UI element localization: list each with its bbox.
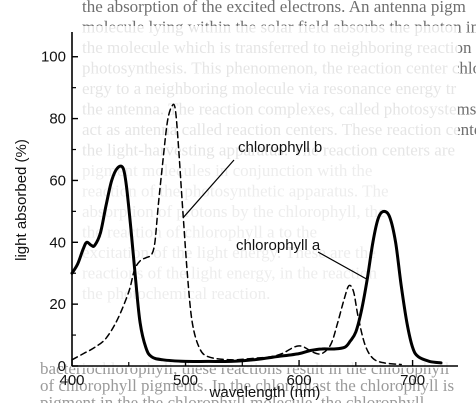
y-tick-label: 20	[49, 296, 66, 313]
y-tick-label: 80	[49, 111, 66, 128]
series-annotation-label: chlorophyll a	[236, 237, 321, 254]
y-tick-label: 40	[49, 234, 66, 251]
series-annotation-label: chlorophyll b	[238, 139, 322, 156]
x-tick-label: 600	[287, 372, 312, 389]
annotation-leader-line	[182, 159, 235, 218]
x-tick-label: 400	[59, 372, 84, 389]
x-tick-label: 700	[400, 372, 425, 389]
plot-area-background	[72, 26, 458, 368]
background-text-line: the absorption of the excited electrons.…	[82, 0, 466, 16]
series-line-chlorophyll-a	[70, 164, 443, 365]
background-text-line: of chlorophyll pigments. In the chloropl…	[40, 376, 454, 395]
background-text-line: pigment in the the chlorophyll molecule,…	[40, 393, 425, 403]
chart-annotations: chlorophyll b chlorophyll a	[182, 139, 368, 280]
annotation-leader-line	[317, 251, 368, 280]
y-tick-label: 0	[58, 358, 66, 375]
y-tick-label: 100	[41, 49, 66, 66]
y-tick-label: 60	[49, 172, 66, 189]
chart-series	[70, 103, 443, 366]
y-axis-title: light absorbed (%)	[13, 139, 30, 261]
x-tick-label: 500	[173, 372, 198, 389]
series-line-chlorophyll-b	[71, 103, 402, 366]
x-axis-title: wavelength (nm)	[209, 384, 321, 401]
axis-ticks: 400 500 600 700 0 20 40 60 80 100	[41, 49, 425, 389]
